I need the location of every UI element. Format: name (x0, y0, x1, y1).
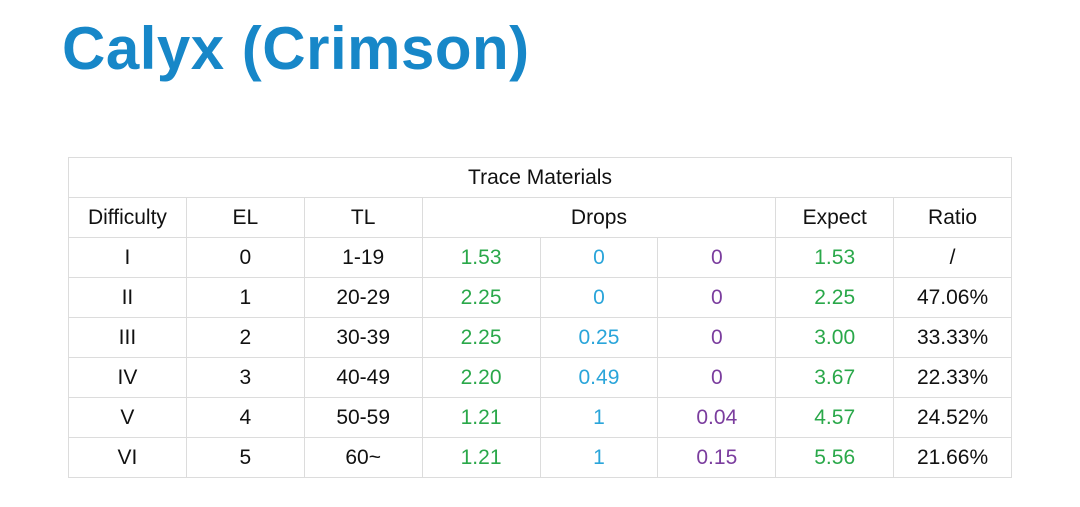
column-header: Difficulty (68, 197, 187, 238)
table-cell: 50-59 (303, 397, 423, 438)
table-cell: 1.53 (775, 237, 895, 278)
table-row: V 4 50-59 1.21 1 0.04 4.57 24.52% (68, 397, 1012, 438)
table-cell: 24.52% (893, 397, 1012, 438)
table-body: I 0 1-19 1.53 0 0 1.53/II 1 20-29 2.25 0 0 2.25 47.06… (68, 237, 1012, 478)
table-cell: 60~ (303, 437, 423, 478)
table-cell: 0 (657, 237, 777, 278)
table-row: II 1 20-29 2.25 0 0 2.25 47.06% (68, 277, 1012, 318)
table-cell: 0 (657, 357, 777, 398)
table-row: III 2 30-39 2.25 0.25 0 3.00 33.33% (68, 317, 1012, 358)
table-cell: 0.25 (539, 317, 659, 358)
table-cell: 22.33% (893, 357, 1012, 398)
column-header: Drops (421, 197, 777, 238)
table-cell: 5 (185, 437, 305, 478)
table-cell: 20-29 (303, 277, 423, 318)
table-cell: 21.66% (893, 437, 1012, 478)
column-header: TL (303, 197, 423, 238)
table-cell: V (68, 397, 187, 438)
table-cell: 33.33% (893, 317, 1012, 358)
column-header: Expect (775, 197, 895, 238)
table-cell: 2.25 (775, 277, 895, 318)
table-cell: 1.21 (421, 397, 541, 438)
table-cell: 1-19 (303, 237, 423, 278)
table-cell: III (68, 317, 187, 358)
table-cell: 2.25 (421, 317, 541, 358)
table-cell: 5.56 (775, 437, 895, 478)
table-cell: II (68, 277, 187, 318)
table-cell: 4.57 (775, 397, 895, 438)
table-row: VI 5 60~ 1.21 1 0.15 5.56 21.66% (68, 437, 1012, 478)
column-header: EL (185, 197, 305, 238)
table-cell: 1 (539, 437, 659, 478)
table-cell: 3.67 (775, 357, 895, 398)
table-cell: 2.20 (421, 357, 541, 398)
column-header: Ratio (893, 197, 1012, 238)
table-cell: 0 (539, 277, 659, 318)
table-cell: 0 (657, 317, 777, 358)
table-cell: 1 (185, 277, 305, 318)
table-cell: IV (68, 357, 187, 398)
table-cell: 2.25 (421, 277, 541, 318)
table-cell: 4 (185, 397, 305, 438)
table-row: I 0 1-19 1.53 0 0 1.53/ (68, 237, 1012, 278)
table-row: IV 3 40-49 2.20 0.49 0 3.67 22.33% (68, 357, 1012, 398)
table-cell: 1 (539, 397, 659, 438)
table-cell: 0 (657, 277, 777, 318)
table-cell: 40-49 (303, 357, 423, 398)
table-cell: 30-39 (303, 317, 423, 358)
table-cell: 3 (185, 357, 305, 398)
page-title: Calyx (Crimson) (62, 15, 530, 82)
table-cell: 2 (185, 317, 305, 358)
table-cell: VI (68, 437, 187, 478)
table-cell: 1.53 (421, 237, 541, 278)
table-cell: 1.21 (421, 437, 541, 478)
table-caption: Trace Materials (68, 157, 1012, 198)
caption-row: Trace Materials (68, 157, 1012, 198)
table-cell: 0 (185, 237, 305, 278)
table-cell: 0.49 (539, 357, 659, 398)
table-cell: I (68, 237, 187, 278)
data-table: Trace Materials Difficulty EL TL Drops Expec… (68, 157, 1012, 478)
table-cell: 0 (539, 237, 659, 278)
table-cell: 47.06% (893, 277, 1012, 318)
table-cell: 3.00 (775, 317, 895, 358)
table-cell: 0.15 (657, 437, 777, 478)
table-cell: / (893, 237, 1012, 278)
header-row: Difficulty EL TL Drops Expect Ratio (68, 197, 1012, 238)
table-cell: 0.04 (657, 397, 777, 438)
